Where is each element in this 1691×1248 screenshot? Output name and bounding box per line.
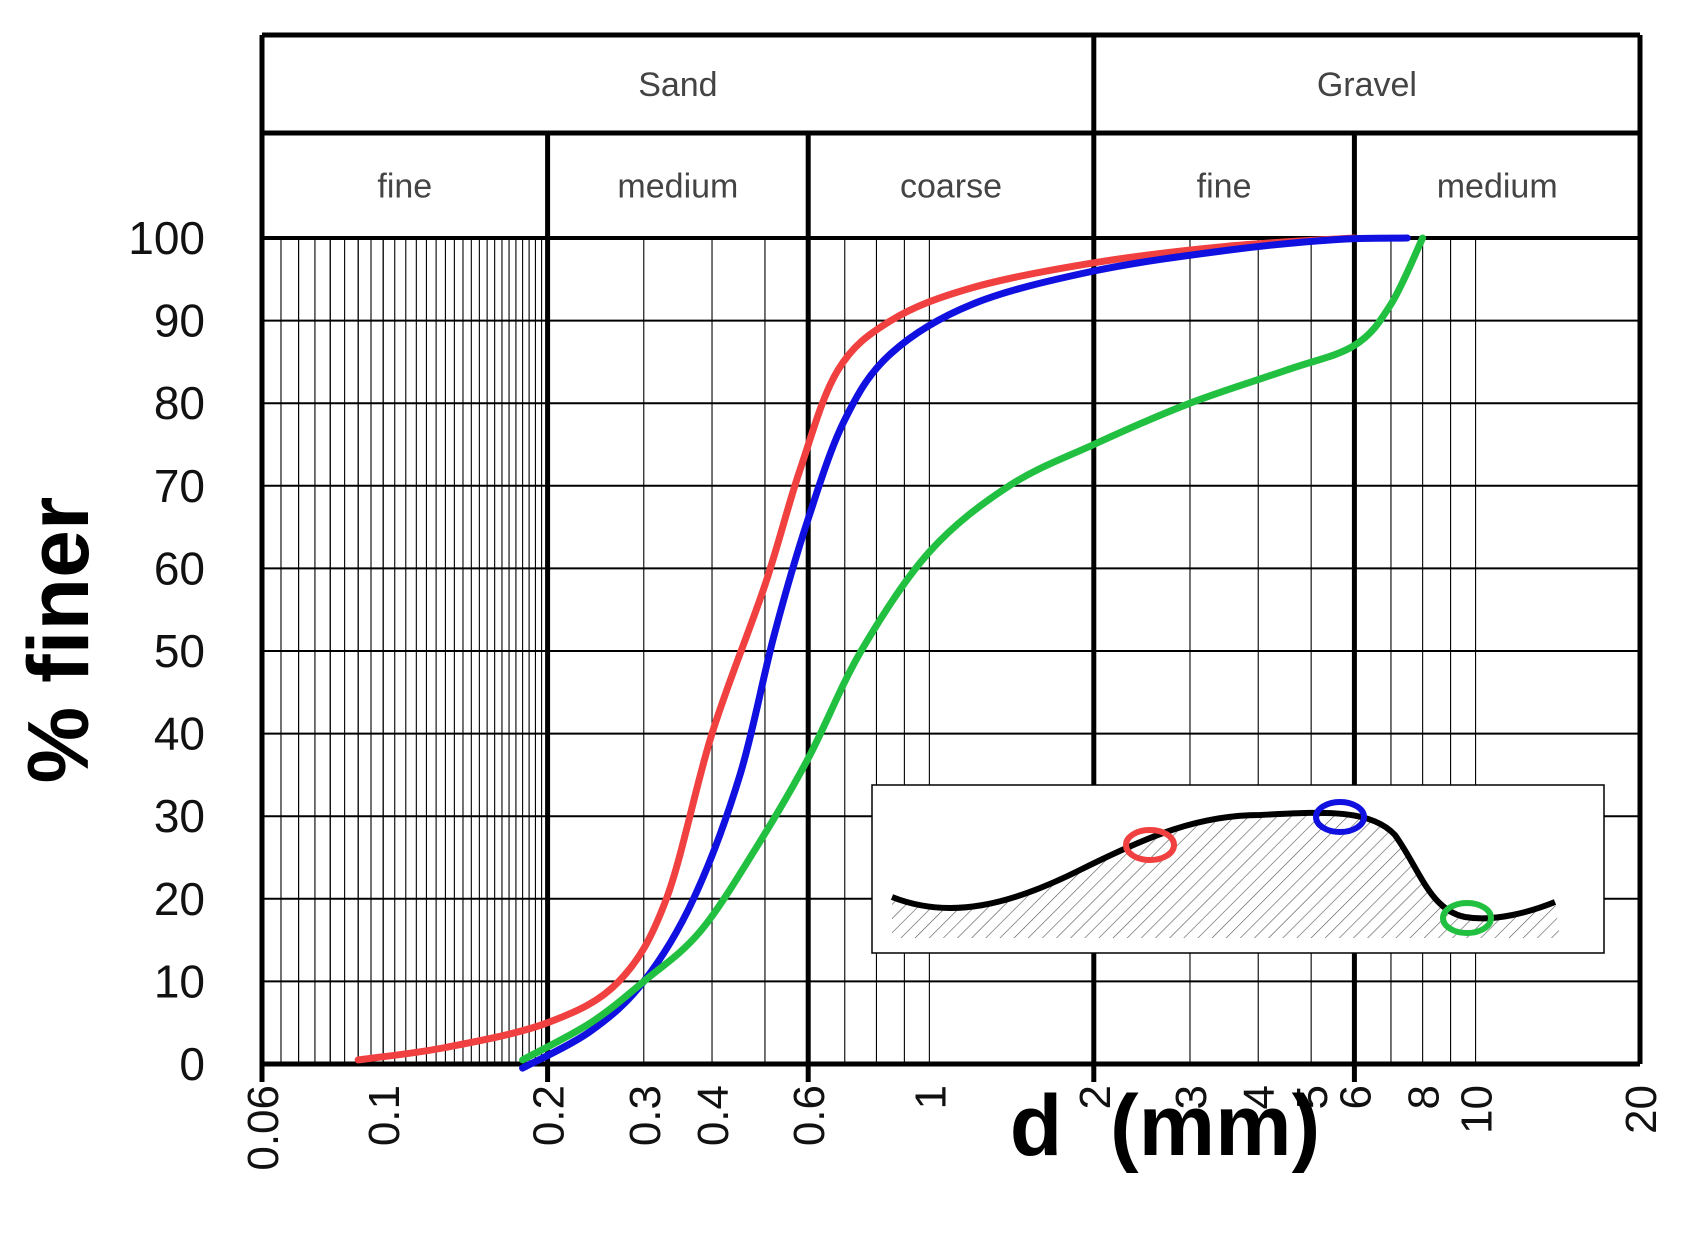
x-tick-label: 0.4 xyxy=(689,1085,738,1146)
y-tick-label: 100 xyxy=(128,212,205,264)
x-tick-label: 4 xyxy=(1235,1085,1284,1109)
header-class-gravel: Gravel xyxy=(1317,66,1417,104)
x-tick-label: 0.6 xyxy=(785,1085,834,1146)
x-tick-label: 2 xyxy=(1071,1085,1120,1109)
series-red-line xyxy=(354,234,1358,1064)
x-tick-label: 10 xyxy=(1453,1085,1502,1134)
x-tick-label: 6 xyxy=(1331,1085,1380,1109)
header-subclass-fine: fine xyxy=(377,168,432,206)
x-tick-label: 1 xyxy=(906,1085,955,1109)
header-subclass-medium: medium xyxy=(617,168,738,206)
x-tick-label: 0.2 xyxy=(525,1085,574,1146)
inset-profile-line xyxy=(890,809,1557,922)
y-tick-label: 40 xyxy=(154,708,205,760)
series-green-line xyxy=(519,234,1427,1064)
inset-marker xyxy=(1313,799,1367,835)
inset-marker xyxy=(1440,900,1494,936)
x-tick-label: 5 xyxy=(1288,1085,1337,1109)
x-tick-label: 8 xyxy=(1400,1085,1449,1109)
x-tick-label: 3 xyxy=(1167,1085,1216,1109)
series-blue-line xyxy=(519,234,1411,1072)
axis-ticks: 0 10 20 30 40 50 60 70 80 90 100 0.06 0.1 0.2 0.3 0.4 0.… xyxy=(128,212,1666,1171)
header-class-sand: Sand xyxy=(638,66,717,104)
y-tick-label: 50 xyxy=(154,625,205,677)
y-axis-title: % finer xyxy=(11,497,107,784)
y-tick-label: 60 xyxy=(154,542,205,594)
header-subclass-medium: medium xyxy=(1437,168,1558,206)
y-tick-label: 90 xyxy=(154,295,205,347)
x-tick-label: 0.3 xyxy=(621,1085,670,1146)
inset-profile xyxy=(871,784,1605,954)
y-tick-label: 30 xyxy=(154,790,205,842)
x-axis-title: d (mm) xyxy=(1010,1078,1321,1174)
series-group xyxy=(354,234,1427,1072)
header-subclass-coarse: coarse xyxy=(900,168,1002,206)
y-tick-label: 80 xyxy=(154,377,205,429)
x-tick-label: 20 xyxy=(1617,1085,1666,1134)
y-tick-label: 0 xyxy=(179,1038,205,1090)
header-subclass-fine: fine xyxy=(1197,168,1252,206)
inset-hatched-ground xyxy=(892,812,1560,938)
y-tick-label: 10 xyxy=(154,955,205,1007)
x-tick-label: 0.1 xyxy=(360,1085,409,1146)
y-tick-label: 20 xyxy=(154,873,205,925)
soil-classification-header: Sand Gravel fine medium coarse fine medium xyxy=(262,32,1640,206)
x-tick-label: 0.06 xyxy=(239,1085,288,1171)
y-tick-label: 70 xyxy=(154,460,205,512)
inset-marker xyxy=(1123,827,1177,863)
